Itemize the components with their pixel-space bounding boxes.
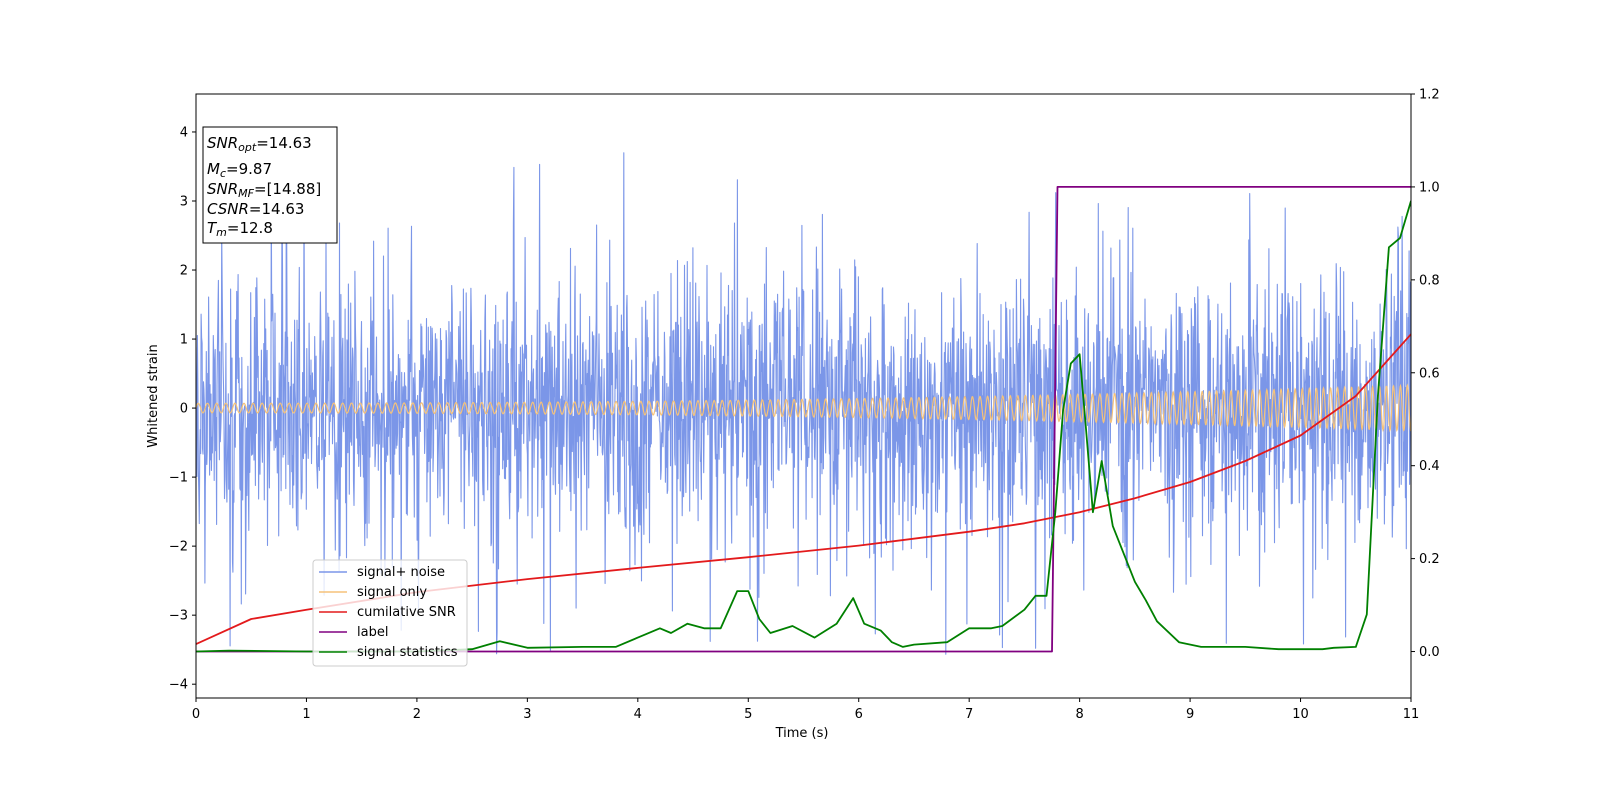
x-tick-label: 1	[302, 707, 310, 722]
label-line	[196, 186, 1411, 653]
signal-statistics-line	[196, 200, 1411, 653]
y-tick-label: 3	[180, 194, 188, 209]
y-tick-label: 4	[180, 125, 188, 140]
legend-label: cumilative SNR	[357, 605, 456, 620]
y2-tick-label: 0.8	[1419, 273, 1440, 288]
x-tick-label: 4	[634, 707, 642, 722]
y-tick-label: 0	[180, 402, 188, 417]
x-axis-label: Time (s)	[775, 726, 829, 741]
y-tick-label: 1	[180, 333, 188, 348]
x-tick-label: 6	[855, 707, 863, 722]
annotation-tm: Tm=12.8	[207, 219, 273, 239]
legend-label: signal+ noise	[357, 565, 445, 580]
y-tick-label: −2	[169, 540, 188, 555]
y-tick-label: −3	[169, 609, 188, 624]
x-tick-label: 10	[1292, 707, 1309, 722]
plot-frame	[195, 93, 1412, 699]
legend-entry-signal-only: signal only	[319, 585, 427, 600]
legend-entry-cumilative-snr: cumilative SNR	[319, 605, 456, 620]
y2-tick-label: 1.2	[1419, 88, 1440, 103]
y2-tick-label: 0.6	[1419, 366, 1440, 381]
info-annotation-box: SNRopt=14.63 Mc=9.87 SNRMF=[14.88] CSNR=…	[202, 126, 338, 244]
y2-tick-label: 0.4	[1419, 459, 1440, 474]
x-tick-label: 8	[1075, 707, 1083, 722]
signal-noise-line	[196, 152, 1411, 655]
annotation-snr-mf: SNRMF=[14.88]	[207, 180, 321, 200]
legend-label: signal statistics	[357, 645, 458, 660]
y-axis-ticks: 4 3 2 1 0 −1 −2 −3 −4	[169, 125, 196, 693]
y-tick-label: −1	[169, 471, 188, 486]
x-tick-label: 2	[413, 707, 421, 722]
signal-only-line	[196, 383, 1411, 433]
x-tick-label: 11	[1403, 707, 1420, 722]
annotation-snr-opt: SNRopt=14.63	[207, 134, 312, 154]
y-tick-label: 2	[180, 264, 188, 279]
annotation-csnr: CSNR=14.63	[207, 200, 304, 218]
legend-entry-label: label	[319, 625, 388, 640]
series-signal-noise	[196, 152, 1411, 655]
x-tick-label: 7	[965, 707, 973, 722]
x-tick-label: 9	[1186, 707, 1194, 722]
y2-tick-label: 0.2	[1419, 552, 1440, 567]
x-tick-label: 3	[523, 707, 531, 722]
x-axis-ticks: 0 1 2 3 4 5 6 7 8 9 10 11	[192, 698, 1419, 722]
annotation-mc: Mc=9.87	[207, 160, 272, 180]
y2-tick-label: 0.0	[1419, 645, 1440, 660]
x-tick-label: 0	[192, 707, 200, 722]
legend-label: signal only	[357, 585, 427, 600]
legend-entry-signal-noise: signal+ noise	[319, 565, 445, 580]
y2-tick-label: 1.0	[1419, 180, 1440, 195]
legend: signal+ noise signal only cumilative SNR…	[312, 559, 468, 667]
y-axis-label: Whitened strain	[146, 344, 161, 447]
x-tick-label: 5	[744, 707, 752, 722]
y2-axis-ticks: 1.2 1.0 0.8 0.6 0.4 0.2 0.0	[1411, 88, 1440, 660]
series-signal-only	[196, 383, 1411, 433]
legend-label: label	[357, 625, 388, 640]
legend-entry-signal-statistics: signal statistics	[319, 645, 458, 660]
y-tick-label: −4	[169, 678, 188, 693]
